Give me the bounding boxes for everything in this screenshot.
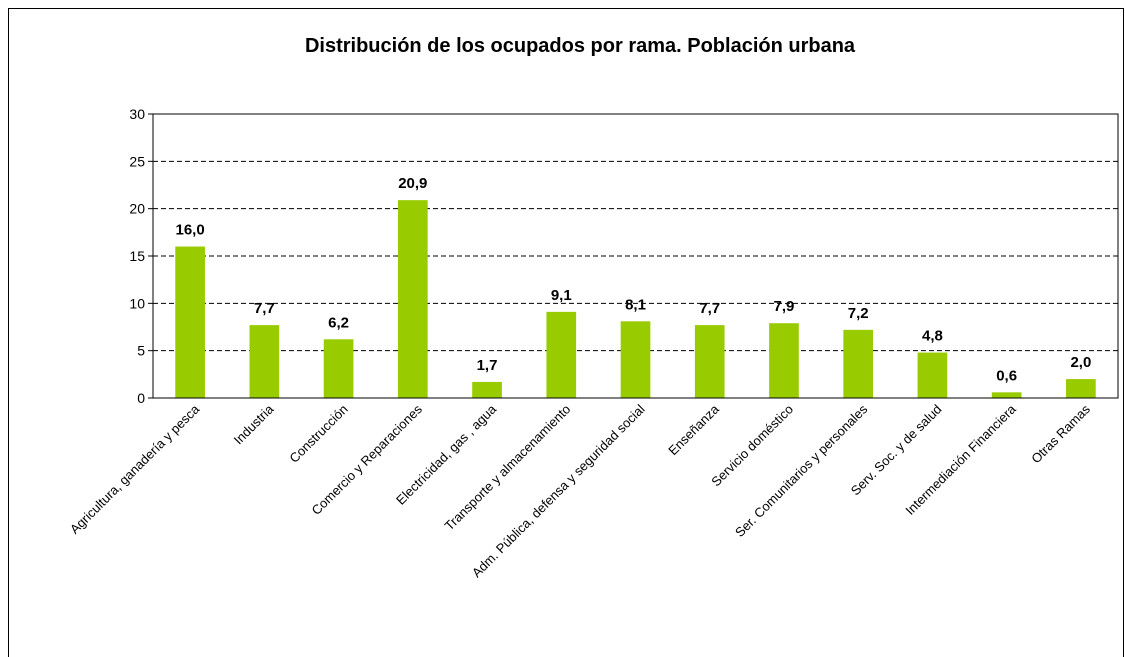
value-label: 2,0 xyxy=(1070,354,1091,371)
value-label: 4,8 xyxy=(922,328,943,345)
bar xyxy=(1066,379,1096,398)
bar xyxy=(917,352,948,398)
bar xyxy=(769,323,799,398)
value-label: 20,9 xyxy=(398,175,427,192)
value-label: 6,2 xyxy=(328,314,349,331)
y-tick-label: 20 xyxy=(129,201,145,217)
value-label: 8,1 xyxy=(625,296,646,313)
bar xyxy=(620,321,651,398)
bar xyxy=(323,339,354,398)
value-label: 9,1 xyxy=(551,287,572,304)
y-tick-label: 10 xyxy=(129,295,145,311)
bar xyxy=(472,381,502,398)
y-tick-label: 30 xyxy=(129,106,145,122)
value-label: 7,9 xyxy=(774,298,795,315)
value-label: 7,7 xyxy=(699,300,720,317)
value-label: 16,0 xyxy=(176,222,205,239)
bar xyxy=(694,325,725,398)
y-tick-label: 15 xyxy=(129,248,145,264)
value-label: 7,2 xyxy=(848,305,869,322)
bar xyxy=(249,325,280,398)
y-tick-label: 5 xyxy=(137,343,145,359)
value-label: 7,7 xyxy=(254,300,275,317)
y-tick-label: 0 xyxy=(137,390,145,406)
value-label: 0,6 xyxy=(996,367,1017,384)
value-label: 1,7 xyxy=(477,357,498,374)
bar xyxy=(397,200,428,398)
y-tick-label: 25 xyxy=(129,153,145,169)
bar xyxy=(991,392,1022,398)
chart-title: Distribución de los ocupados por rama. P… xyxy=(305,35,856,57)
bar xyxy=(546,311,577,398)
bar xyxy=(175,246,205,398)
bar xyxy=(843,329,874,398)
